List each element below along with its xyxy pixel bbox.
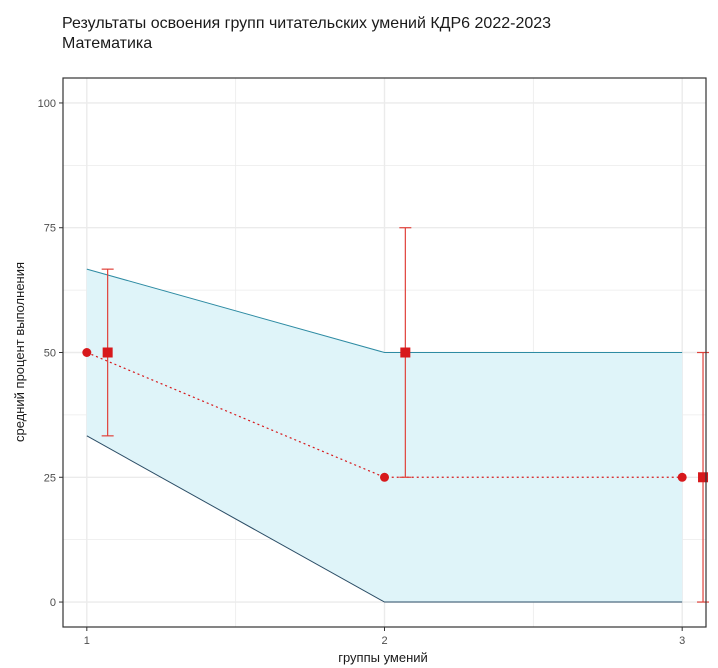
dotted-line: [86, 351, 683, 478]
circle-point: [82, 348, 92, 357]
plot-area: 0 25 50 75 100 1 2 3: [38, 77, 710, 647]
square-point: [400, 347, 411, 358]
y-axis-label: средний процент выполнения: [12, 262, 27, 442]
circle-point: [677, 472, 687, 482]
x-tick-label: 3: [679, 635, 685, 647]
square-point: [698, 472, 709, 483]
chart-subtitle: Математика: [62, 35, 152, 52]
x-tick-label: 2: [381, 635, 387, 647]
square-point: [102, 347, 113, 358]
band-lower-line: [86, 435, 683, 603]
chart-title: Результаты освоения групп читательских у…: [62, 15, 551, 32]
y-tick-label: 0: [50, 597, 56, 609]
x-axis-label: группы умений: [338, 650, 428, 665]
y-tick-label: 100: [38, 98, 56, 110]
x-tick-label: 1: [84, 635, 90, 647]
y-tick-label: 25: [44, 472, 56, 484]
y-tick-label: 50: [44, 348, 56, 360]
circle-point: [380, 472, 389, 482]
band-upper-line: [86, 268, 683, 353]
y-tick-label: 75: [44, 223, 56, 235]
